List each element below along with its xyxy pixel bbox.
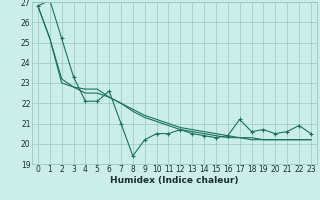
- X-axis label: Humidex (Indice chaleur): Humidex (Indice chaleur): [110, 176, 239, 185]
